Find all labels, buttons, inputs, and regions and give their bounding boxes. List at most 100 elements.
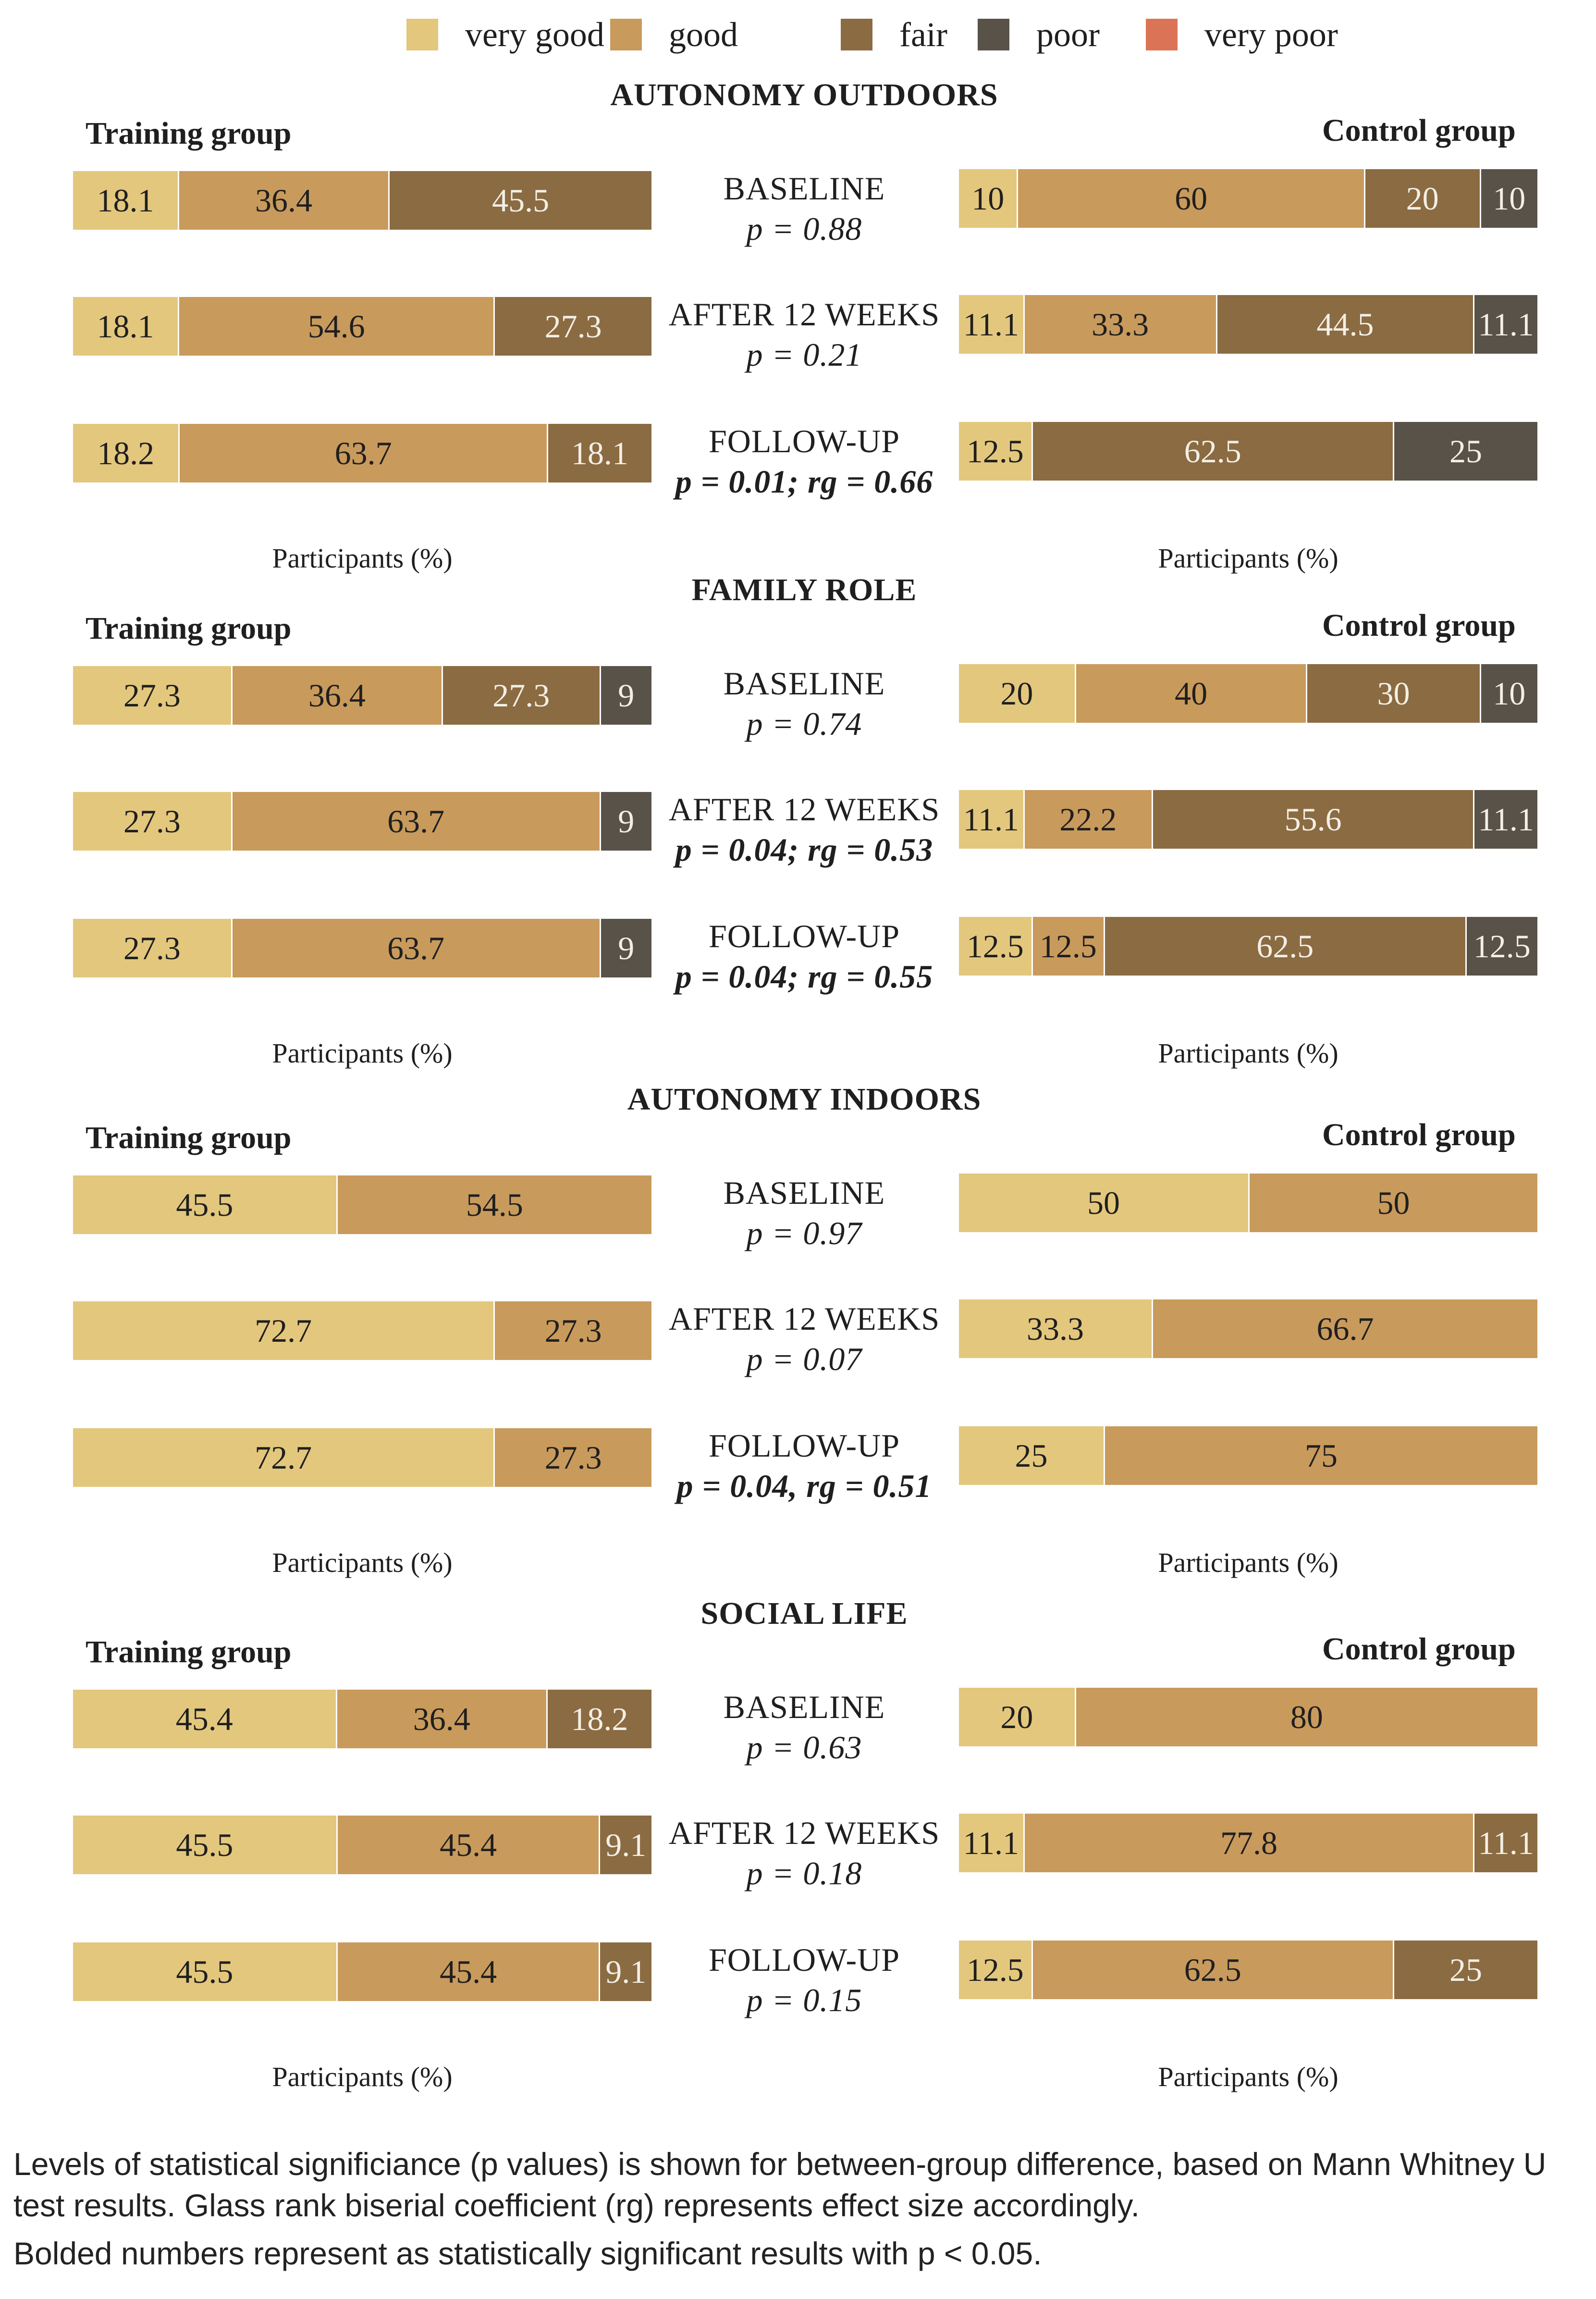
legend-label: fair	[899, 15, 947, 54]
bar-segment-good: 66.7	[1151, 1299, 1537, 1358]
p-value: p = 0.21	[746, 336, 862, 373]
stacked-bar: 18.2 63.7 18.1	[73, 424, 651, 482]
bar-segment-fair: 18.1	[547, 424, 651, 482]
p-value: p = 0.88	[746, 210, 862, 247]
timepoint-name: AFTER 12 WEEKS	[668, 296, 940, 333]
bar-segment-very-good: 72.7	[73, 1301, 494, 1360]
p-value: p = 0.04; rg = 0.53	[675, 831, 933, 868]
bar-segment-good: 22.2	[1023, 790, 1152, 849]
timepoint-name: FOLLOW-UP	[708, 423, 900, 459]
timepoint-label: FOLLOW-UP p = 0.15	[651, 1940, 958, 2020]
p-value: p = 0.63	[746, 1729, 862, 1766]
bar-segment-good: 63.7	[231, 792, 600, 851]
p-value: p = 0.18	[746, 1855, 862, 1891]
bar-segment-fair: 55.6	[1151, 790, 1473, 849]
training-group-label: Training group	[86, 116, 292, 151]
timepoint-label: BASELINE p = 0.74	[651, 663, 958, 744]
legend-swatch	[406, 19, 438, 50]
timepoint-label: AFTER 12 WEEKS p = 0.18	[651, 1813, 958, 1893]
stacked-bar: 45.4 36.4 18.2	[73, 1690, 651, 1748]
p-value: p = 0.04; rg = 0.55	[675, 958, 933, 995]
bar-segment-fair: 11.1	[1473, 1814, 1537, 1872]
bar-segment-very-good: 12.5	[959, 422, 1031, 481]
legend-swatch	[1146, 19, 1178, 50]
legend-label: very poor	[1204, 15, 1338, 54]
bar-segment-fair: 25	[1393, 1941, 1537, 1999]
legend-swatch	[841, 19, 872, 50]
bar-segment-very-good: 45.5	[73, 1175, 336, 1234]
stacked-bar: 12.5 62.5 25	[959, 422, 1537, 481]
bar-segment-very-good: 45.5	[73, 1816, 336, 1874]
stacked-bar: 12.5 62.5 25	[959, 1941, 1537, 1999]
bar-segment-very-good: 33.3	[959, 1299, 1152, 1358]
timepoint-label: AFTER 12 WEEKS p = 0.04; rg = 0.53	[651, 789, 958, 870]
stacked-bar: 27.3 36.4 27.3 9	[73, 666, 651, 725]
panel-title: AUTONOMY OUTDOORS	[610, 77, 998, 112]
legend-item-poor: poor	[978, 15, 1100, 54]
timepoint-name: BASELINE	[723, 1689, 885, 1725]
bar-segment-good: 77.8	[1023, 1814, 1473, 1872]
timepoint-label: FOLLOW-UP p = 0.04; rg = 0.55	[651, 916, 958, 997]
p-value: p = 0.04, rg = 0.51	[676, 1468, 932, 1504]
bar-segment-good: 27.3	[493, 1428, 651, 1487]
legend-item-very-poor: very poor	[1146, 15, 1338, 54]
p-value: p = 0.07	[746, 1341, 862, 1377]
bar-segment-good: 45.4	[336, 1816, 599, 1874]
bar-segment-very-good: 27.3	[73, 792, 231, 851]
stacked-bar: 20 40 30 10	[959, 664, 1537, 723]
p-value: p = 0.74	[746, 705, 862, 742]
bar-segment-good: 27.3	[493, 1301, 651, 1360]
bar-segment-fair: 27.3	[493, 297, 651, 356]
stacked-bar: 11.1 33.3 44.5 11.1	[959, 295, 1537, 354]
legend-label: good	[669, 15, 738, 54]
legend-swatch	[610, 19, 642, 50]
bar-segment-very-good: 50	[959, 1174, 1248, 1232]
stacked-bar: 18.1 54.6 27.3	[73, 297, 651, 356]
timepoint-name: FOLLOW-UP	[708, 1941, 900, 1978]
timepoint-label: FOLLOW-UP p = 0.04, rg = 0.51	[651, 1425, 958, 1506]
stacked-bar: 11.1 77.8 11.1	[959, 1814, 1537, 1872]
p-value: p = 0.97	[746, 1215, 862, 1251]
timepoint-name: BASELINE	[723, 1174, 885, 1211]
bar-segment-very-good: 18.2	[73, 424, 179, 482]
x-axis-label-training: Participants (%)	[272, 1038, 453, 1069]
legend-item-very-good: very good	[406, 15, 604, 54]
bar-segment-very-good: 11.1	[959, 790, 1023, 849]
bar-segment-very-good: 45.5	[73, 1942, 336, 2001]
bar-segment-very-good: 20	[959, 1688, 1075, 1746]
bar-segment-fair: 9.1	[599, 1816, 651, 1874]
bar-segment-good: 36.4	[231, 666, 442, 725]
timepoint-name: BASELINE	[723, 665, 885, 702]
bar-segment-good: 62.5	[1031, 1941, 1393, 1999]
bar-segment-good: 36.4	[335, 1690, 546, 1748]
stacked-bar: 45.5 45.4 9.1	[73, 1816, 651, 1874]
bar-segment-fair: 18.2	[546, 1690, 651, 1748]
stacked-bar: 33.3 66.7	[959, 1299, 1537, 1358]
stacked-bar: 10 60 20 10	[959, 169, 1537, 228]
bar-segment-good: 36.4	[177, 171, 389, 230]
bar-segment-very-good: 11.1	[959, 1814, 1023, 1872]
stacked-bar: 18.1 36.4 45.5	[73, 171, 651, 230]
stacked-bar: 20 80	[959, 1688, 1537, 1746]
bar-segment-very-good: 27.3	[73, 919, 231, 977]
timepoint-name: BASELINE	[723, 170, 885, 207]
bar-segment-fair: 44.5	[1215, 295, 1473, 354]
footnote: Levels of statistical significiance (p v…	[13, 2143, 1584, 2274]
bar-segment-poor: 11.1	[1473, 295, 1537, 354]
control-group-label: Control group	[1322, 1117, 1516, 1152]
x-axis-label-training: Participants (%)	[272, 543, 453, 574]
stacked-bar: 11.1 22.2 55.6 11.1	[959, 790, 1537, 849]
footnote-line-1: Levels of statistical significiance (p v…	[13, 2146, 1547, 2223]
bar-segment-good: 40	[1074, 664, 1306, 723]
bar-segment-good: 54.6	[177, 297, 494, 356]
bar-segment-very-good: 12.5	[959, 1941, 1031, 1999]
bar-segment-good: 12.5	[1031, 917, 1104, 976]
bar-segment-very-good: 20	[959, 664, 1075, 723]
x-axis-label-control: Participants (%)	[1158, 1547, 1338, 1578]
bar-segment-good: 80	[1074, 1688, 1537, 1746]
control-group-label: Control group	[1322, 113, 1516, 148]
bar-segment-fair: 20	[1363, 169, 1480, 228]
bar-segment-poor: 9	[599, 792, 651, 851]
bar-segment-fair: 30	[1306, 664, 1480, 723]
